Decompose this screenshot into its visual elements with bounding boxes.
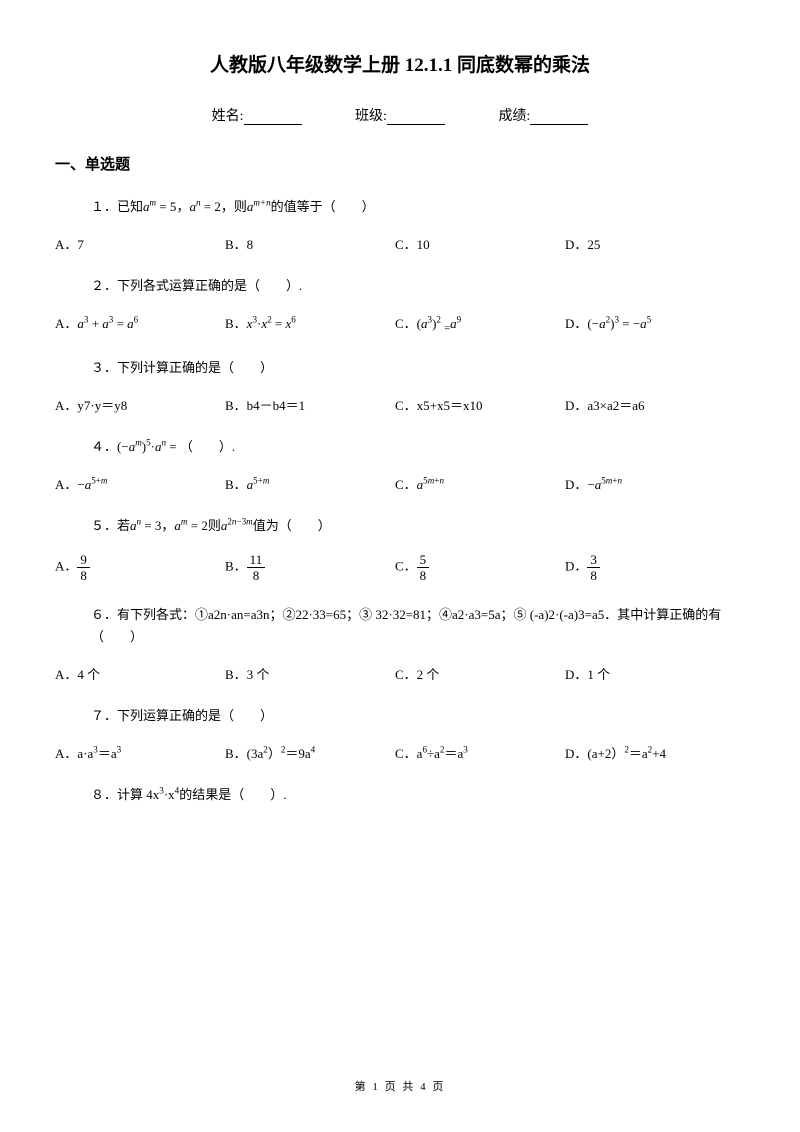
q5-optA: A．98	[55, 553, 225, 582]
q4-options: A．−a5+m B．a5+m C．a5m+n D．−a5m+n	[55, 474, 745, 493]
q5-optC: C．58	[395, 553, 565, 582]
q6-optD: D．1 个	[565, 664, 735, 683]
q3-optD: D．a3×a2＝a6	[565, 395, 735, 414]
q2-optA: A．a3 + a3 = a6	[55, 313, 225, 335]
q4-optA: A．−a5+m	[55, 474, 225, 493]
q1-optC: C．10	[395, 234, 565, 253]
q7-optB: B．(3a2）2＝9a4	[225, 743, 395, 762]
q4-optC: C．a5m+n	[395, 474, 565, 493]
score-blank	[530, 110, 588, 125]
name-label: 姓名:	[212, 109, 244, 124]
q6-optA: A．4 个	[55, 664, 225, 683]
q2-optC: C．(a3)2 =a9	[395, 313, 565, 335]
q7-optC: C．a6÷a2＝a3	[395, 743, 565, 762]
q7-optD: D．(a+2）2＝a2+4	[565, 743, 735, 762]
q3-stem: ３．下列计算正确的是（ ）	[55, 357, 745, 379]
q7-stem: ７．下列运算正确的是（ ）	[55, 705, 745, 727]
q6-optC: C．2 个	[395, 664, 565, 683]
q6-stem: ６．有下列各式：①a2n·an=a3n；②22·33=65；③ 32·32=81…	[55, 604, 745, 648]
q7-optA: A．a·a3＝a3	[55, 743, 225, 762]
q2-options: A．a3 + a3 = a6 B．x3·x2 = x6 C．(a3)2 =a9 …	[55, 313, 745, 335]
class-blank	[387, 110, 445, 125]
q3-options: A．y7·y＝y8 B．b4－b4＝1 C．x5+x5＝x10 D．a3×a2＝…	[55, 395, 745, 414]
q1-optB: B．8	[225, 234, 395, 253]
q7-options: A．a·a3＝a3 B．(3a2）2＝9a4 C．a6÷a2＝a3 D．(a+2…	[55, 743, 745, 762]
q2-stem: ２．下列各式运算正确的是（ ）.	[55, 275, 745, 297]
q4-optD: D．−a5m+n	[565, 474, 735, 493]
q5-stem: ５．若an = 3，am = 2则a2n−3m值为（ ）	[55, 515, 745, 537]
q3-optB: B．b4－b4＝1	[225, 395, 395, 414]
score-label: 成绩:	[498, 109, 530, 124]
q1-optA: A．7	[55, 234, 225, 253]
q3-optA: A．y7·y＝y8	[55, 395, 225, 414]
doc-title: 人教版八年级数学上册 12.1.1 同底数幂的乘法	[55, 50, 745, 77]
q4-stem: ４．(−am)5·an = （ ）.	[55, 436, 745, 458]
q1-options: A．7 B．8 C．10 D．25	[55, 234, 745, 253]
section-title: 一、单选题	[55, 153, 745, 174]
q5-optB: B．118	[225, 553, 395, 582]
q4-optB: B．a5+m	[225, 474, 395, 493]
name-blank	[244, 110, 302, 125]
page-footer: 第 1 页 共 4 页	[0, 1078, 800, 1094]
q5-options: A．98 B．118 C．58 D．38	[55, 553, 745, 582]
q6-optB: B．3 个	[225, 664, 395, 683]
q6-options: A．4 个 B．3 个 C．2 个 D．1 个	[55, 664, 745, 683]
q1-stem: １．已知am = 5，an = 2，则am+n的值等于（ ）	[55, 196, 745, 218]
q2-optD: D．(−a2)3 = −a5	[565, 313, 735, 335]
q2-optB: B．x3·x2 = x6	[225, 313, 395, 335]
q3-optC: C．x5+x5＝x10	[395, 395, 565, 414]
q1-optD: D．25	[565, 234, 735, 253]
class-label: 班级:	[355, 109, 387, 124]
q5-optD: D．38	[565, 553, 735, 582]
student-info-line: 姓名: 班级: 成绩:	[55, 105, 745, 125]
q8-stem: ８．计算 4x3·x4的结果是（ ）.	[55, 784, 745, 806]
